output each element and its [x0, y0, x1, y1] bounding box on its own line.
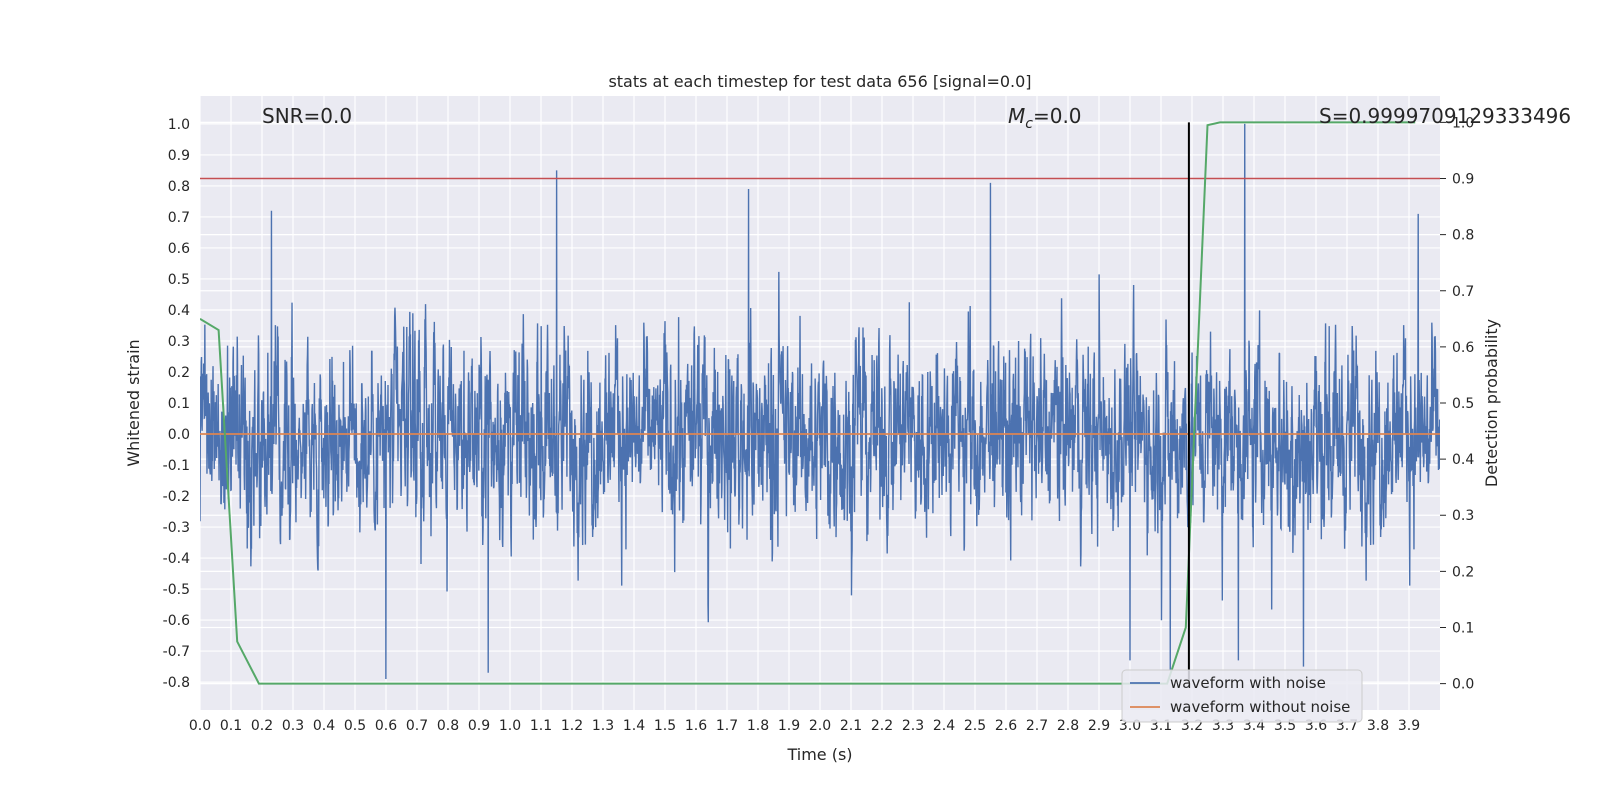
x-tick-label: 2.0	[809, 718, 831, 734]
y-tick-label: -0.8	[163, 675, 190, 691]
y2-tick-label: 1.0	[1452, 115, 1474, 131]
y2-tick-label: 0.8	[1452, 228, 1474, 244]
x-tick-label: 2.8	[1057, 718, 1079, 734]
y2-tick-label: 0.9	[1452, 172, 1474, 188]
x-tick-label: 2.7	[1026, 718, 1048, 734]
legend-box	[1121, 669, 1363, 723]
y-tick-label: 1.0	[168, 117, 190, 133]
x-tick-label: 0.0	[189, 718, 211, 734]
x-tick-label: 0.5	[344, 718, 366, 734]
x-tick-label: 3.8	[1367, 718, 1389, 734]
mc-subscript: c	[1025, 116, 1033, 132]
y-tick-label: 0.1	[168, 396, 190, 412]
y2-tick-label: 0.0	[1452, 677, 1474, 693]
x-tick-label: 2.5	[964, 718, 986, 734]
y-tick-label: 0.8	[168, 179, 190, 195]
y-tick-label: 0.6	[168, 241, 190, 257]
x-tick-label: 1.8	[747, 718, 769, 734]
y-tick-label: -0.5	[163, 582, 190, 598]
y-tick-label: 0.2	[168, 365, 190, 381]
x-tick-label: 2.6	[995, 718, 1017, 734]
chart-title: stats at each timestep for test data 656…	[608, 72, 1031, 91]
y-tick-label: -0.1	[163, 458, 190, 474]
s-annotation: S=0.9999709129333496	[1319, 104, 1571, 128]
y2-tick-label: 0.4	[1452, 452, 1474, 468]
y-tick-label: 0.5	[168, 272, 190, 288]
y-tick-label: 0.0	[168, 427, 190, 443]
mc-symbol: M	[1008, 104, 1025, 128]
y2-axis-label: Detection probability	[1482, 319, 1501, 487]
y-tick-label: 0.9	[168, 148, 190, 164]
x-tick-label: 2.3	[902, 718, 924, 734]
mc-annotation: Mc=0.0	[1008, 104, 1082, 132]
x-tick-label: 0.3	[282, 718, 304, 734]
mc-value: =0.0	[1033, 104, 1082, 128]
x-tick-label: 1.6	[685, 718, 707, 734]
x-axis-label: Time (s)	[786, 745, 852, 764]
y-tick-label: -0.7	[163, 644, 190, 660]
y-tick-label: 0.7	[168, 210, 190, 226]
x-tick-label: 0.4	[313, 718, 335, 734]
x-tick-label: 0.6	[375, 718, 397, 734]
x-tick-label: 3.9	[1398, 718, 1420, 734]
legend-label-clean: waveform without noise	[1170, 698, 1350, 716]
x-tick-label: 1.7	[716, 718, 738, 734]
x-tick-label: 0.1	[220, 718, 242, 734]
x-tick-label: 2.9	[1088, 718, 1110, 734]
x-tick-label: 0.7	[406, 718, 428, 734]
x-tick-label: 1.2	[561, 718, 583, 734]
legend-label-noisy: waveform with noise	[1170, 674, 1326, 692]
y-tick-label: -0.6	[163, 613, 190, 629]
x-tick-label: 2.4	[933, 718, 955, 734]
y-tick-label: 0.3	[168, 334, 190, 350]
x-tick-label: 1.0	[499, 718, 521, 734]
y-tick-label: -0.3	[163, 520, 190, 536]
y2-tick-label: 0.5	[1452, 396, 1474, 412]
x-tick-label: 1.9	[778, 718, 800, 734]
x-tick-label: 0.2	[251, 718, 273, 734]
x-tick-label: 0.8	[437, 718, 459, 734]
x-tick-label: 1.4	[623, 718, 645, 734]
series-waveform-with-noise	[200, 123, 1440, 679]
y-tick-label: 0.4	[168, 303, 190, 319]
x-tick-label: 1.3	[592, 718, 614, 734]
x-tick-label: 2.2	[871, 718, 893, 734]
y2-tick-label: 0.3	[1452, 508, 1474, 524]
x-tick-label: 1.5	[654, 718, 676, 734]
x-tick-label: 0.9	[468, 718, 490, 734]
y2-tick-label: 0.1	[1452, 620, 1474, 636]
y-axis-label: Whitened strain	[124, 339, 143, 466]
y-tick-label: -0.2	[163, 489, 190, 505]
legend: waveform with noise waveform without noi…	[1121, 669, 1363, 723]
snr-annotation: SNR=0.0	[262, 104, 352, 128]
y2-tick-label: 0.6	[1452, 340, 1474, 356]
axes: 0.0 0.1 0.2 0.3 0.4 0.5 0.6 0.7 0.8 0.9 1.0 1.1 1.2 1…	[163, 115, 1475, 734]
y2-tick-label: 0.2	[1452, 564, 1474, 580]
x-tick-label: 1.1	[530, 718, 552, 734]
y2-tick-label: 0.7	[1452, 284, 1474, 300]
x-tick-label: 2.1	[840, 718, 862, 734]
y-tick-label: -0.4	[163, 551, 190, 567]
